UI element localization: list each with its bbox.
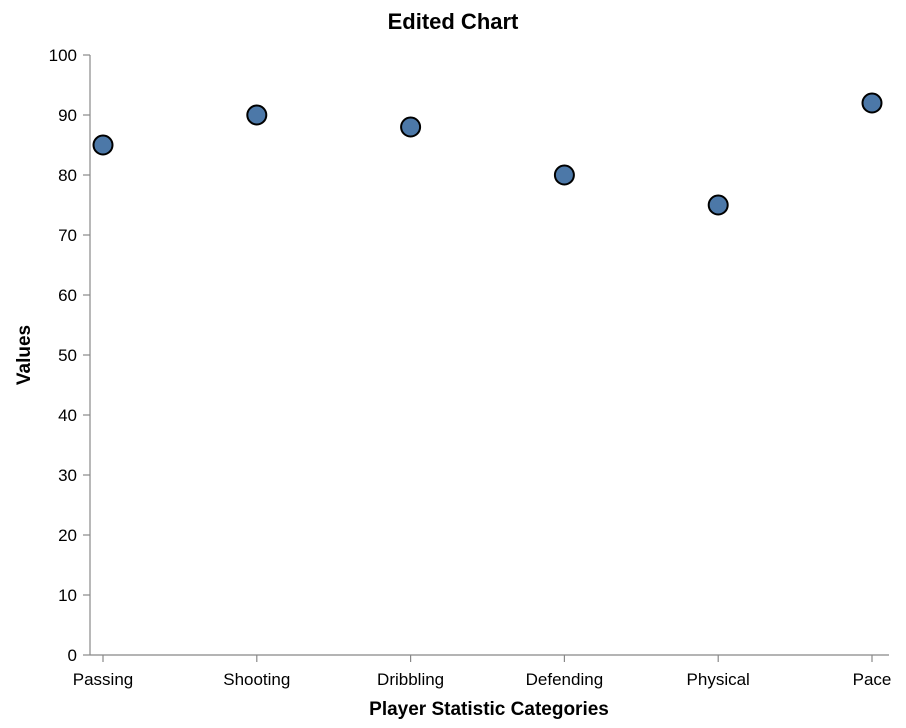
chart-title: Edited Chart	[388, 9, 519, 34]
y-tick-label: 20	[58, 526, 77, 545]
y-axis: 0 10 20 30 40 50 60 70 80 90 100	[49, 46, 91, 665]
x-axis-title: Player Statistic Categories	[369, 699, 609, 720]
y-tick-label: 100	[49, 46, 77, 65]
y-tick-label: 10	[58, 586, 77, 605]
y-tick-label: 70	[58, 226, 77, 245]
data-point-defending	[553, 164, 575, 186]
x-tick-label-defending: Defending	[526, 670, 604, 689]
data-points	[92, 92, 883, 216]
y-tick-label: 30	[58, 466, 77, 485]
x-axis: Passing Shooting Dribbling Defending Physica…	[73, 654, 892, 689]
x-tick-label-shooting: Shooting	[223, 670, 290, 689]
x-tick-label-physical: Physical	[687, 670, 750, 689]
y-tick-label: 60	[58, 286, 77, 305]
y-tick-label: 80	[58, 166, 77, 185]
x-tick-label-dribbling: Dribbling	[377, 670, 444, 689]
data-point-passing	[92, 134, 114, 156]
y-tick-label: 0	[68, 646, 77, 665]
data-point-physical	[707, 194, 729, 216]
y-axis-title: Values	[14, 325, 35, 385]
x-tick-label-passing: Passing	[73, 670, 133, 689]
data-point-dribbling	[400, 116, 422, 138]
y-tick-label: 40	[58, 406, 77, 425]
y-tick-label: 50	[58, 346, 77, 365]
data-point-shooting	[246, 104, 268, 126]
y-tick-label: 90	[58, 106, 77, 125]
data-point-pace	[861, 92, 883, 114]
x-tick-label-pace: Pace	[853, 670, 892, 689]
